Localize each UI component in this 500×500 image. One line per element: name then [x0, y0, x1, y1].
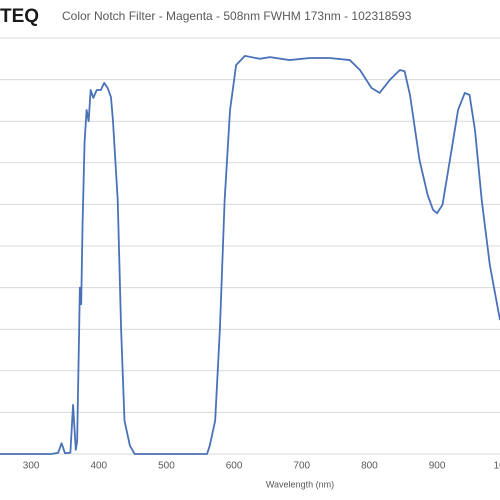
x-tick-label: 900 [429, 461, 446, 472]
x-tick-label: 800 [361, 461, 378, 472]
x-tick-label: 300 [23, 461, 40, 472]
chart-title: Color Notch Filter - Magenta - 508nm FWH… [62, 9, 412, 23]
x-tick-label: 400 [90, 461, 107, 472]
logo: TEQ [0, 6, 39, 27]
x-tick-label: 600 [226, 461, 243, 472]
x-tick-label: 700 [293, 461, 310, 472]
x-tick-label: 500 [158, 461, 175, 472]
x-axis-label: Wavelength (nm) [266, 479, 334, 489]
x-tick-label: 1000 [494, 461, 500, 472]
data-line [0, 54, 500, 455]
